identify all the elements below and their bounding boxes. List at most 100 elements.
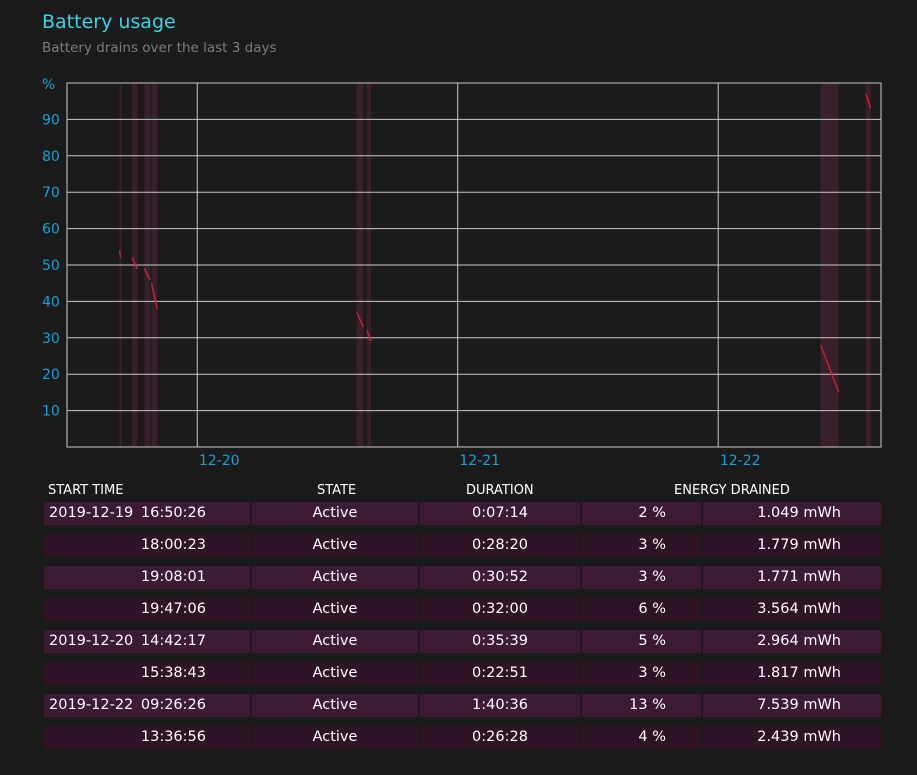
energy-value: 1.049 mWh [757, 505, 841, 521]
percent-value: 3 % [638, 665, 666, 681]
duration-cell: 0:26:28 [420, 726, 580, 749]
energy-cell: 1.817 mWh [703, 662, 881, 685]
percent-value: 4 % [638, 729, 666, 745]
battery-drain-line [150, 283, 158, 309]
header-energy-drained: ENERGY DRAINED [674, 483, 790, 498]
start-time: 15:38:43 [140, 665, 206, 681]
start-time-cell: 19:08:01 [44, 566, 250, 589]
battery-chart-svg: 10 20 30 40 50 60 70 80 90% 12-20 12-21 12-22 [42, 77, 882, 469]
percent-cell: 3 % [582, 662, 701, 685]
y-tick-label: 10 [42, 404, 60, 420]
start-time: 19:08:01 [140, 569, 206, 585]
start-time-cell: 13:36:56 [44, 726, 250, 749]
state-cell: Active [252, 502, 418, 525]
state-cell: Active [252, 694, 418, 717]
start-time-cell: 2019-12-19 16:50:26 [44, 502, 250, 525]
percent-cell: 13 % [582, 694, 701, 717]
battery-drain-line [131, 257, 138, 269]
x-tick-label: 12-21 [459, 453, 500, 469]
battery-chart: 10 20 30 40 50 60 70 80 90% 12-20 12-21 12-22 [0, 70, 917, 470]
energy-cell: 2.439 mWh [703, 726, 881, 749]
percent-cell: 3 % [582, 566, 701, 589]
start-time-cell: 2019-12-22 09:26:26 [44, 694, 250, 717]
energy-value: 7.539 mWh [757, 697, 841, 713]
state-cell: Active [252, 662, 418, 685]
battery-drain-line [366, 330, 372, 342]
start-date: 2019-12-19 [49, 505, 134, 521]
energy-cell: 3.564 mWh [703, 598, 881, 621]
energy-value: 2.964 mWh [757, 633, 841, 649]
table-row: 18:00:23 Active 0:28:20 3 % 1.779 mWh [44, 534, 881, 557]
page-subtitle: Battery drains over the last 3 days [42, 40, 277, 56]
percent-value: 5 % [638, 633, 666, 649]
start-time-cell: 18:00:23 [44, 534, 250, 557]
duration-cell: 0:35:39 [420, 630, 580, 653]
y-tick-label: 90 [42, 112, 60, 128]
energy-cell: 2.964 mWh [703, 630, 881, 653]
table-row: 19:47:06 Active 0:32:00 6 % 3.564 mWh [44, 598, 881, 621]
y-tick-label: 60 [42, 222, 60, 238]
energy-cell: 1.779 mWh [703, 534, 881, 557]
duration-cell: 0:32:00 [420, 598, 580, 621]
battery-drain-line [118, 250, 122, 258]
usage-table: 2019-12-19 16:50:26 Active 0:07:14 2 % 1… [44, 502, 881, 758]
start-time: 14:42:17 [140, 633, 206, 649]
battery-drain-line [819, 344, 840, 393]
header-start-time: START TIME [48, 483, 124, 498]
duration-cell: 0:28:20 [420, 534, 580, 557]
y-tick-label: 30 [42, 331, 60, 347]
state-cell: Active [252, 630, 418, 653]
state-cell: Active [252, 566, 418, 589]
duration-cell: 0:07:14 [420, 502, 580, 525]
duration-cell: 0:22:51 [420, 662, 580, 685]
percent-value: 3 % [638, 569, 666, 585]
percent-value: 6 % [638, 601, 666, 617]
x-tick-label: 12-22 [720, 453, 761, 469]
battery-drain-line [356, 312, 364, 328]
percent-cell: 4 % [582, 726, 701, 749]
start-time-cell: 19:47:06 [44, 598, 250, 621]
x-tick-label: 12-20 [199, 453, 240, 469]
table-row: 2019-12-19 16:50:26 Active 0:07:14 2 % 1… [44, 502, 881, 525]
y-tick-label: 20 [42, 367, 60, 383]
table-row: 15:38:43 Active 0:22:51 3 % 1.817 mWh [44, 662, 881, 685]
percent-cell: 5 % [582, 630, 701, 653]
start-date: 2019-12-22 [49, 697, 134, 713]
start-time: 19:47:06 [140, 601, 206, 617]
energy-cell: 1.049 mWh [703, 502, 881, 525]
y-tick-label: 80 [42, 149, 60, 165]
percent-value: 3 % [638, 537, 666, 553]
percent-value: 2 % [638, 505, 666, 521]
y-tick-label: 70 [42, 185, 60, 201]
table-row: 2019-12-22 09:26:26 Active 1:40:36 13 % … [44, 694, 881, 717]
battery-drain-line [865, 93, 872, 109]
y-tick-label: 40 [42, 294, 60, 310]
percent-cell: 6 % [582, 598, 701, 621]
energy-cell: 7.539 mWh [703, 694, 881, 717]
energy-cell: 1.771 mWh [703, 566, 881, 589]
state-cell: Active [252, 598, 418, 621]
header-duration: DURATION [466, 483, 534, 498]
energy-value: 1.771 mWh [757, 569, 841, 585]
percent-value: 13 % [629, 697, 666, 713]
y-tick-label: 50 [42, 258, 60, 274]
energy-value: 1.779 mWh [757, 537, 841, 553]
duration-cell: 1:40:36 [420, 694, 580, 717]
start-time: 18:00:23 [140, 537, 206, 553]
start-time-cell: 2019-12-20 14:42:17 [44, 630, 250, 653]
state-cell: Active [252, 534, 418, 557]
battery-drain-line [143, 268, 151, 280]
start-date: 2019-12-20 [49, 633, 134, 649]
y-axis-label: % [42, 77, 55, 93]
table-row: 2019-12-20 14:42:17 Active 0:35:39 5 % 2… [44, 630, 881, 653]
start-time: 16:50:26 [140, 505, 206, 521]
energy-value: 1.817 mWh [757, 665, 841, 681]
table-row: 13:36:56 Active 0:26:28 4 % 2.439 mWh [44, 726, 881, 749]
start-time-cell: 15:38:43 [44, 662, 250, 685]
table-header: START TIME STATE DURATION ENERGY DRAINED [47, 483, 881, 501]
table-row: 19:08:01 Active 0:30:52 3 % 1.771 mWh [44, 566, 881, 589]
start-time: 13:36:56 [140, 729, 206, 745]
energy-value: 3.564 mWh [757, 601, 841, 617]
percent-cell: 2 % [582, 502, 701, 525]
duration-cell: 0:30:52 [420, 566, 580, 589]
